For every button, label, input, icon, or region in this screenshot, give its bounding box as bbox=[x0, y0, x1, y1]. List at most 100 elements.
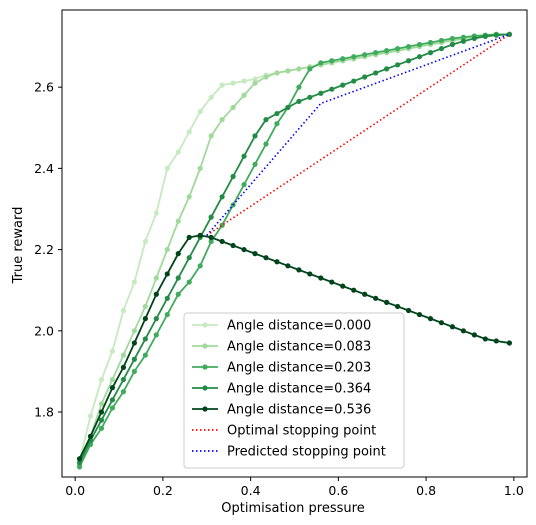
data-point bbox=[186, 255, 192, 261]
data-point bbox=[394, 303, 401, 310]
data-point bbox=[219, 82, 225, 88]
data-point bbox=[252, 251, 258, 257]
data-point bbox=[76, 460, 83, 466]
legend-item: Angle distance=0.203 bbox=[192, 361, 371, 376]
legend-item: Predicted stopping point bbox=[192, 445, 386, 460]
data-point bbox=[186, 234, 192, 241]
data-point bbox=[373, 70, 379, 76]
data-point bbox=[274, 121, 280, 127]
data-point bbox=[405, 58, 412, 64]
series-line bbox=[78, 33, 510, 468]
legend-label: Angle distance=0.203 bbox=[227, 361, 371, 376]
data-point bbox=[76, 456, 83, 462]
data-point bbox=[318, 90, 324, 96]
data-point bbox=[449, 324, 456, 330]
data-point bbox=[175, 275, 181, 281]
data-point bbox=[405, 307, 412, 314]
data-point bbox=[362, 291, 368, 297]
data-point bbox=[263, 117, 269, 123]
data-point bbox=[351, 287, 357, 293]
data-point bbox=[186, 279, 192, 285]
data-point bbox=[164, 246, 170, 253]
data-point bbox=[208, 214, 214, 220]
legend-marker bbox=[202, 322, 208, 328]
series-layer bbox=[76, 31, 513, 470]
data-point bbox=[230, 242, 236, 249]
data-point bbox=[109, 397, 116, 403]
data-point bbox=[493, 32, 499, 38]
data-point bbox=[153, 291, 159, 297]
data-point bbox=[263, 141, 269, 147]
y-tick-label: 2.0 bbox=[34, 323, 54, 338]
data-point bbox=[427, 39, 434, 46]
data-point bbox=[329, 279, 335, 285]
legend-label: Predicted stopping point bbox=[227, 445, 386, 460]
data-point bbox=[241, 78, 247, 84]
data-point bbox=[87, 413, 94, 419]
axes-layer: 0.0 0.2 0.4 0.6 0.8 1.0 1.8 2.0 2.2 2.4 2.6 bbox=[34, 9, 528, 498]
data-point bbox=[87, 433, 94, 439]
data-point bbox=[296, 66, 302, 72]
data-point bbox=[131, 368, 137, 375]
data-point bbox=[197, 263, 203, 269]
data-point bbox=[340, 283, 346, 289]
legend-box bbox=[183, 312, 405, 469]
data-point bbox=[120, 389, 127, 395]
data-point bbox=[471, 35, 477, 42]
data-point bbox=[285, 104, 291, 111]
data-point bbox=[142, 303, 148, 310]
y-tick-label: 2.6 bbox=[34, 80, 54, 95]
data-point bbox=[307, 271, 313, 277]
series-line bbox=[78, 33, 510, 464]
data-point bbox=[109, 385, 116, 391]
legend-marker bbox=[202, 343, 208, 349]
data-point bbox=[219, 117, 225, 123]
data-point bbox=[460, 328, 466, 334]
data-point bbox=[164, 295, 170, 301]
data-point bbox=[252, 133, 258, 139]
axes-frame bbox=[61, 9, 528, 478]
data-point bbox=[208, 133, 214, 139]
y-tick-label: 2.4 bbox=[34, 161, 54, 176]
data-point bbox=[241, 92, 247, 98]
data-point bbox=[142, 238, 148, 245]
data-point bbox=[197, 165, 203, 171]
data-point bbox=[153, 332, 159, 338]
data-point bbox=[219, 194, 225, 200]
data-point bbox=[175, 218, 181, 224]
legend-label: Angle distance=0.536 bbox=[227, 403, 371, 418]
data-point bbox=[131, 328, 137, 334]
legend-label: Angle distance=0.364 bbox=[227, 382, 371, 397]
data-point bbox=[329, 86, 335, 92]
data-point bbox=[98, 409, 105, 415]
data-point bbox=[164, 165, 170, 171]
x-tick-label: 0.8 bbox=[416, 483, 436, 498]
series-line bbox=[78, 33, 510, 466]
data-point bbox=[252, 80, 258, 86]
data-point bbox=[164, 311, 170, 318]
legend-item: Angle distance=0.083 bbox=[192, 340, 371, 355]
data-point bbox=[296, 84, 302, 90]
data-point bbox=[460, 34, 466, 40]
data-point bbox=[362, 74, 368, 80]
legend-label: Optimal stopping point bbox=[227, 424, 376, 439]
legend-marker bbox=[202, 385, 208, 391]
data-point bbox=[362, 52, 368, 58]
data-point bbox=[438, 37, 445, 44]
x-axis-label: Optimisation pressure bbox=[221, 501, 364, 516]
x-tick-label: 0.2 bbox=[153, 483, 173, 498]
data-point bbox=[98, 376, 105, 383]
data-point bbox=[197, 232, 203, 238]
data-point bbox=[263, 255, 269, 261]
data-point bbox=[120, 307, 127, 314]
data-point bbox=[208, 238, 214, 245]
data-point bbox=[252, 76, 258, 82]
data-point bbox=[98, 417, 105, 423]
legend-item: Angle distance=0.364 bbox=[192, 382, 371, 397]
data-point bbox=[460, 38, 466, 44]
data-point bbox=[405, 43, 412, 50]
x-tick-label: 0.4 bbox=[241, 483, 261, 498]
legend: Angle distance=0.000 Angle distance=0.083… bbox=[183, 312, 405, 469]
data-point bbox=[230, 173, 236, 180]
